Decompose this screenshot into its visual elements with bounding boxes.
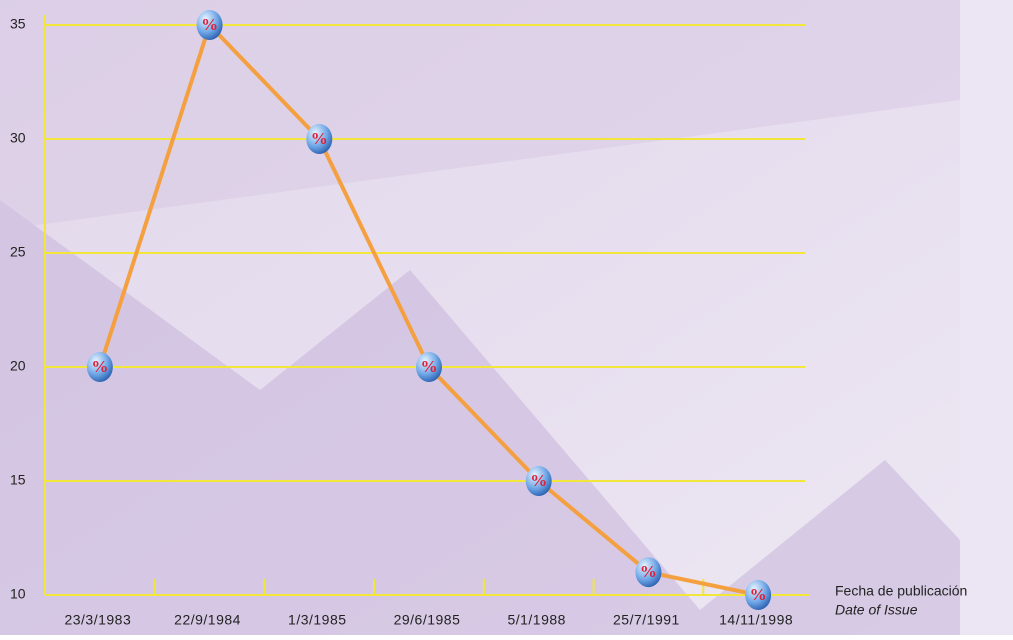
y-tick-label: 35 — [10, 16, 26, 32]
marker — [525, 466, 552, 496]
background-strip — [960, 0, 1013, 635]
marker-label: % — [91, 357, 108, 376]
y-tick-label: 20 — [10, 358, 26, 374]
y-tick-label: 15 — [10, 472, 26, 488]
x-axis-label-secondary: Date of Issue — [835, 602, 918, 618]
marker — [306, 124, 333, 154]
x-tick-label: 25/7/1991 — [613, 612, 680, 628]
marker — [745, 580, 772, 610]
x-axis-label: Fecha de publicación — [835, 583, 967, 599]
marker-label: % — [640, 562, 657, 581]
marker — [196, 10, 223, 40]
y-tick-label: 10 — [10, 586, 26, 602]
marker-label: % — [311, 129, 328, 148]
marker-label: % — [421, 357, 438, 376]
y-tick-label: 25 — [10, 244, 26, 260]
marker-label: % — [201, 15, 218, 34]
x-tick-label: 29/6/1985 — [394, 612, 461, 628]
marker — [635, 557, 662, 588]
x-tick-label: 5/1/1988 — [507, 612, 566, 628]
x-tick-label: 1/3/1985 — [288, 612, 347, 628]
marker-label: % — [750, 585, 767, 604]
marker-label: % — [530, 471, 547, 490]
x-tick-label: 22/9/1984 — [174, 612, 241, 628]
x-tick-label: 14/11/1998 — [719, 612, 793, 628]
y-tick-label: 30 — [10, 130, 26, 146]
marker — [86, 352, 113, 382]
marker — [416, 352, 442, 382]
x-tick-label: 23/3/1983 — [64, 612, 131, 628]
